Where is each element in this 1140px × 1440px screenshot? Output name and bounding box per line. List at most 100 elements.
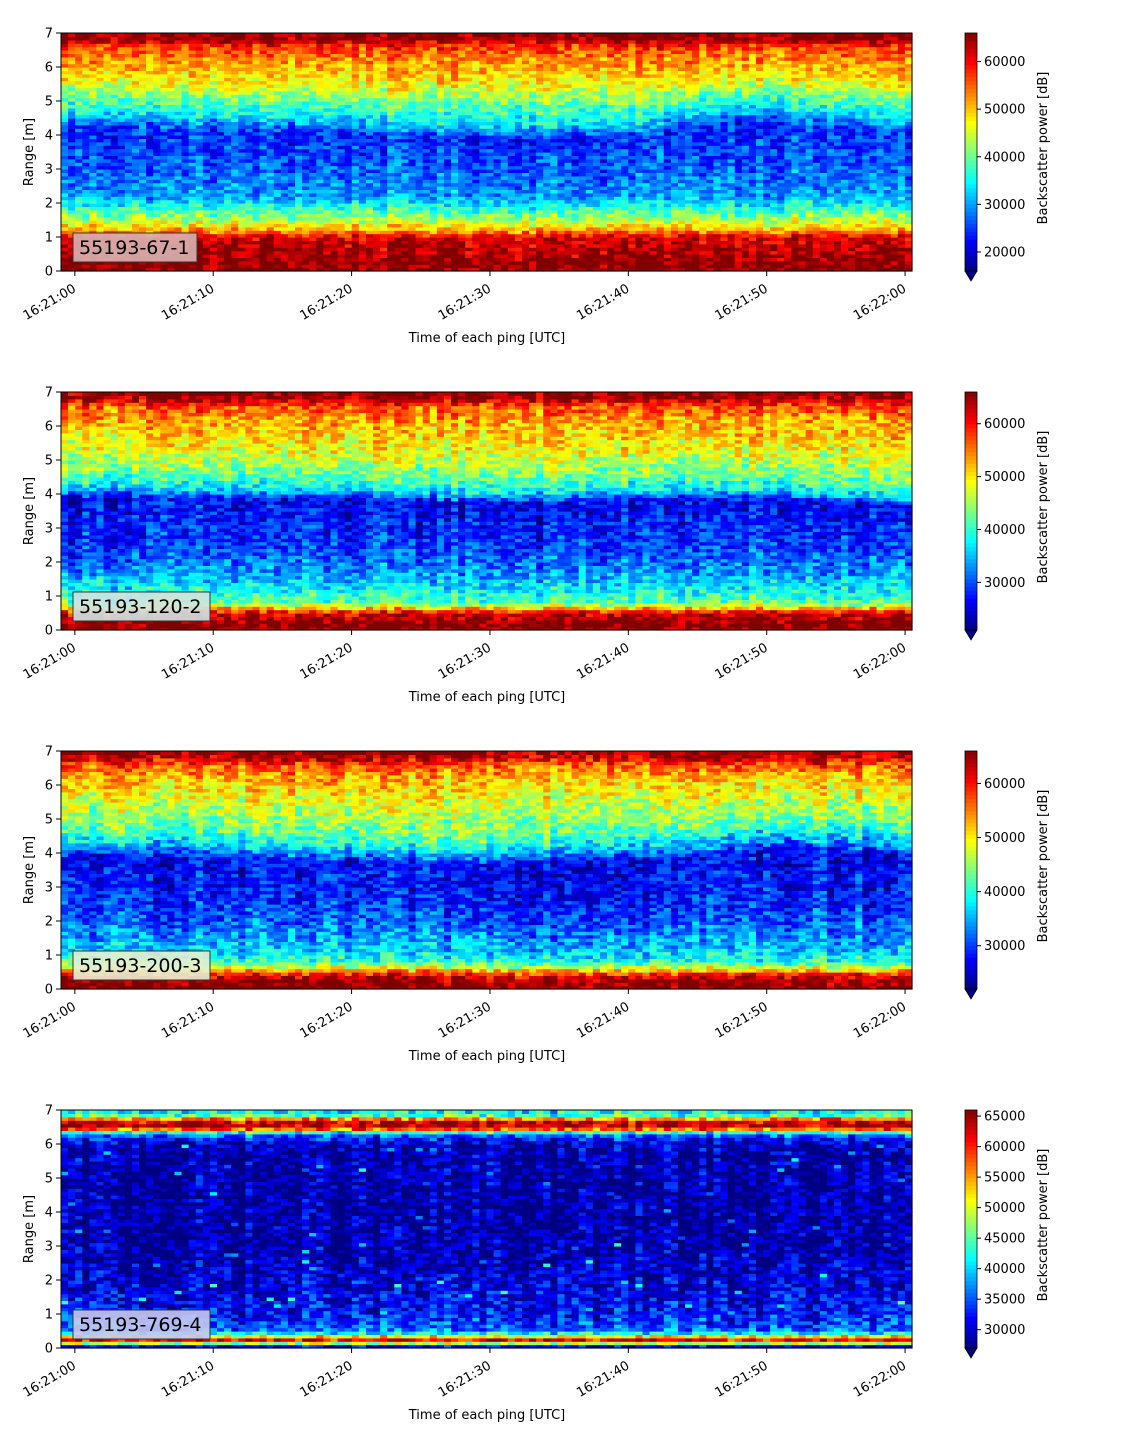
heatmap-cell xyxy=(344,172,353,177)
heatmap-cell xyxy=(465,56,473,61)
heatmap-cell xyxy=(160,138,168,143)
heatmap-cell xyxy=(401,226,410,231)
heatmap-cell xyxy=(373,124,381,129)
heatmap-cell xyxy=(465,36,473,41)
heatmap-cell xyxy=(479,175,488,180)
heatmap-cell xyxy=(443,230,452,235)
heatmap-cell xyxy=(465,243,473,248)
heatmap-cell xyxy=(373,257,381,262)
heatmap-cell xyxy=(131,77,140,82)
heatmap-cell xyxy=(131,50,140,54)
heatmap-cell xyxy=(131,155,140,160)
heatmap-cell xyxy=(160,213,168,218)
heatmap-cell xyxy=(500,114,509,119)
heatmap-cell xyxy=(316,77,324,82)
heatmap-cell xyxy=(209,87,218,92)
heatmap-cell xyxy=(358,158,367,163)
heatmap-cell xyxy=(224,118,232,122)
heatmap-cell xyxy=(110,128,119,133)
heatmap-cell xyxy=(287,182,296,187)
heatmap-cell xyxy=(451,233,459,238)
heatmap-cell xyxy=(493,196,502,201)
heatmap-cell xyxy=(465,223,473,228)
heatmap-cell xyxy=(139,203,147,207)
heatmap-cell xyxy=(422,233,431,238)
heatmap-cell xyxy=(61,36,69,41)
heatmap-cell xyxy=(536,90,544,95)
heatmap-cell xyxy=(472,101,481,105)
heatmap-cell xyxy=(514,104,523,109)
heatmap-cell xyxy=(174,179,183,184)
heatmap-cell xyxy=(316,192,324,197)
heatmap-cell xyxy=(188,60,197,65)
heatmap-cell xyxy=(323,63,332,68)
heatmap-cell xyxy=(202,84,211,88)
heatmap-cell xyxy=(337,192,346,197)
heatmap-cell xyxy=(344,60,353,65)
heatmap-cell xyxy=(160,53,168,58)
heatmap-cell xyxy=(245,131,254,136)
heatmap-cell xyxy=(429,152,438,156)
heatmap-cell xyxy=(479,199,488,204)
heatmap-cell xyxy=(202,97,211,102)
heatmap-cell xyxy=(224,33,232,37)
heatmap-cell xyxy=(443,56,452,61)
heatmap-cell xyxy=(96,90,105,95)
heatmap-cell xyxy=(68,124,76,129)
heatmap-cell xyxy=(287,33,296,37)
heatmap-cell xyxy=(521,254,530,258)
heatmap-cell xyxy=(287,63,296,68)
heatmap-cell xyxy=(117,172,126,177)
heatmap-cell xyxy=(436,209,445,214)
heatmap-cell xyxy=(493,243,502,248)
heatmap-cell xyxy=(458,60,466,65)
heatmap-cell xyxy=(131,145,140,150)
heatmap-cell xyxy=(217,73,225,78)
heatmap-cell xyxy=(394,36,402,41)
heatmap-cell xyxy=(373,264,381,269)
heatmap-cell xyxy=(380,121,388,126)
heatmap-cell xyxy=(415,179,424,184)
heatmap-cell xyxy=(443,148,452,153)
heatmap-cell xyxy=(174,53,183,58)
heatmap-cell xyxy=(110,33,119,37)
heatmap-cell xyxy=(344,209,353,214)
heatmap-cell xyxy=(238,104,246,109)
heatmap-cell xyxy=(68,60,76,65)
heatmap-cell xyxy=(373,36,381,41)
heatmap-cell xyxy=(167,267,176,272)
heatmap-cell xyxy=(245,257,254,262)
heatmap-cell xyxy=(550,70,559,75)
heatmap-cell xyxy=(422,230,431,235)
heatmap-cell xyxy=(61,50,69,54)
heatmap-cell xyxy=(330,182,339,187)
heatmap-cell xyxy=(231,43,239,48)
heatmap-cell xyxy=(380,36,388,41)
heatmap-cell xyxy=(217,94,225,99)
heatmap-cell xyxy=(373,145,381,150)
heatmap-cell xyxy=(124,73,133,78)
heatmap-cell xyxy=(295,182,303,187)
heatmap-cell xyxy=(195,73,204,78)
heatmap-cell xyxy=(238,182,246,187)
heatmap-cell xyxy=(422,240,431,245)
heatmap-cell xyxy=(245,90,254,95)
heatmap-cell xyxy=(245,104,254,109)
heatmap-cell xyxy=(486,237,495,241)
heatmap-cell xyxy=(351,237,360,241)
heatmap-cell xyxy=(295,237,303,241)
heatmap-cell xyxy=(302,175,310,180)
heatmap-cell xyxy=(224,39,232,44)
heatmap-cell xyxy=(479,247,488,252)
heatmap-cell xyxy=(117,141,126,146)
heatmap-cell xyxy=(238,97,246,102)
heatmap-cell xyxy=(96,46,105,51)
heatmap-cell xyxy=(429,257,438,262)
heatmap-cell xyxy=(365,165,374,170)
heatmap-cell xyxy=(153,145,161,150)
heatmap-cell xyxy=(273,199,282,204)
heatmap-cell xyxy=(280,223,289,228)
heatmap-cell xyxy=(174,230,183,235)
heatmap-cell xyxy=(373,50,381,54)
heatmap-cell xyxy=(96,196,105,201)
